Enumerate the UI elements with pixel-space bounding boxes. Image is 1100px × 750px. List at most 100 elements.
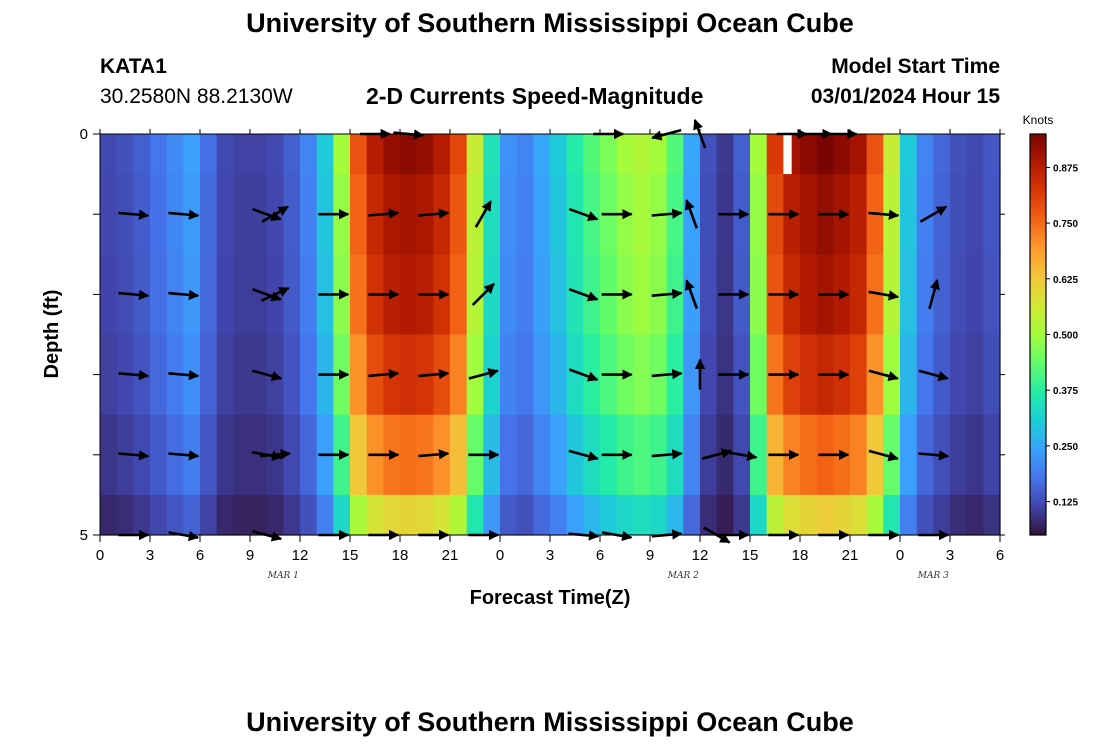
heat-cell (966, 494, 984, 536)
heat-cell (900, 414, 918, 496)
heat-cell (916, 254, 934, 336)
heat-cell (550, 174, 568, 255)
heat-cell (150, 414, 168, 496)
current-vector (918, 450, 950, 461)
heat-cell (616, 134, 634, 175)
heat-cell (483, 174, 501, 255)
heat-cell (683, 334, 701, 416)
heat-cell (450, 494, 468, 536)
heat-cell (216, 494, 234, 536)
heat-cell (466, 134, 484, 175)
heat-cell (766, 494, 784, 536)
heat-cell (950, 414, 968, 496)
heat-cell (750, 174, 768, 255)
heat-cell (483, 134, 501, 175)
heat-cell (916, 334, 934, 416)
heat-cell (750, 334, 768, 416)
heat-cell (700, 414, 718, 496)
heat-cell (883, 134, 901, 175)
heat-cell (866, 334, 884, 416)
x-tick-label: 12 (692, 547, 709, 564)
current-vector (651, 449, 683, 460)
x-tick-label: 18 (392, 547, 409, 564)
colorbar-tick-label: 0.500 (1053, 331, 1078, 342)
heat-cell (700, 494, 718, 536)
chart-title-repeat: University of Southern Mississippi Ocean… (246, 707, 854, 737)
heat-cell (516, 134, 534, 175)
current-vector (168, 209, 200, 220)
x-tick-label: 0 (496, 547, 504, 564)
heat-cell (283, 414, 301, 496)
current-vectors (118, 118, 950, 544)
current-vector (684, 199, 699, 229)
heat-cell (766, 134, 784, 175)
heat-cell (150, 174, 168, 255)
colorbar-tick-label: 0.375 (1053, 386, 1078, 397)
heat-cell (750, 134, 768, 175)
heat-cell (400, 414, 418, 496)
heat-cell (400, 174, 418, 255)
heat-cell (216, 254, 234, 336)
x-tick-label: 0 (896, 547, 904, 564)
heat-cell (350, 414, 368, 496)
heat-cell (450, 414, 468, 496)
heat-cell (416, 494, 434, 536)
heat-cell (983, 494, 1001, 536)
heat-cell (316, 494, 334, 536)
x-axis-title: Forecast Time(Z) (470, 587, 631, 609)
heat-cell (950, 254, 968, 336)
heat-cell (250, 254, 268, 336)
heat-cell (516, 174, 534, 255)
heat-cell (950, 134, 968, 175)
current-vector (252, 288, 282, 302)
heat-cell (166, 134, 184, 175)
heat-cell (566, 414, 584, 496)
heat-cell (233, 174, 251, 255)
heat-cell (533, 134, 551, 175)
heat-cell (533, 174, 551, 255)
heat-cell (833, 134, 851, 175)
heat-cell (550, 414, 568, 496)
current-vector (418, 449, 450, 460)
heat-cell (400, 494, 418, 536)
heat-cell (183, 134, 201, 175)
x-tick-label: 21 (842, 547, 859, 564)
station-id: KATA1 (100, 55, 167, 78)
current-vector (868, 290, 900, 301)
current-vector (471, 282, 495, 306)
heat-cell (816, 134, 834, 175)
current-vector (568, 530, 600, 541)
heat-cell (366, 134, 384, 175)
heat-cell (933, 254, 951, 336)
heat-cell (500, 414, 518, 496)
heat-cell (150, 254, 168, 336)
x-tick-label: 3 (146, 547, 154, 564)
heat-cell (433, 134, 451, 175)
date-label: MAR 3 (917, 571, 949, 581)
current-vector (651, 208, 683, 219)
heat-cell (233, 334, 251, 416)
heat-cell (450, 254, 468, 336)
heat-cell (550, 494, 568, 536)
heat-cell (300, 254, 318, 336)
heat-cell (966, 254, 984, 336)
heat-cell (450, 134, 468, 175)
heat-cell (633, 494, 651, 536)
heat-cell (866, 254, 884, 336)
heat-cell (483, 254, 501, 336)
heat-cell (350, 334, 368, 416)
heat-cell (700, 334, 718, 416)
x-tick-label: 6 (196, 547, 204, 564)
heat-cell (200, 414, 218, 496)
heat-cell (266, 494, 284, 536)
current-vector (118, 289, 150, 301)
heat-cell (566, 174, 584, 255)
current-vector (703, 526, 731, 544)
heat-cell (483, 494, 501, 536)
heat-cell (316, 134, 334, 175)
heat-cell (400, 254, 418, 336)
current-vector (918, 369, 949, 382)
heat-cell (800, 254, 818, 336)
heat-cell (800, 414, 818, 496)
heat-cell (300, 134, 318, 175)
